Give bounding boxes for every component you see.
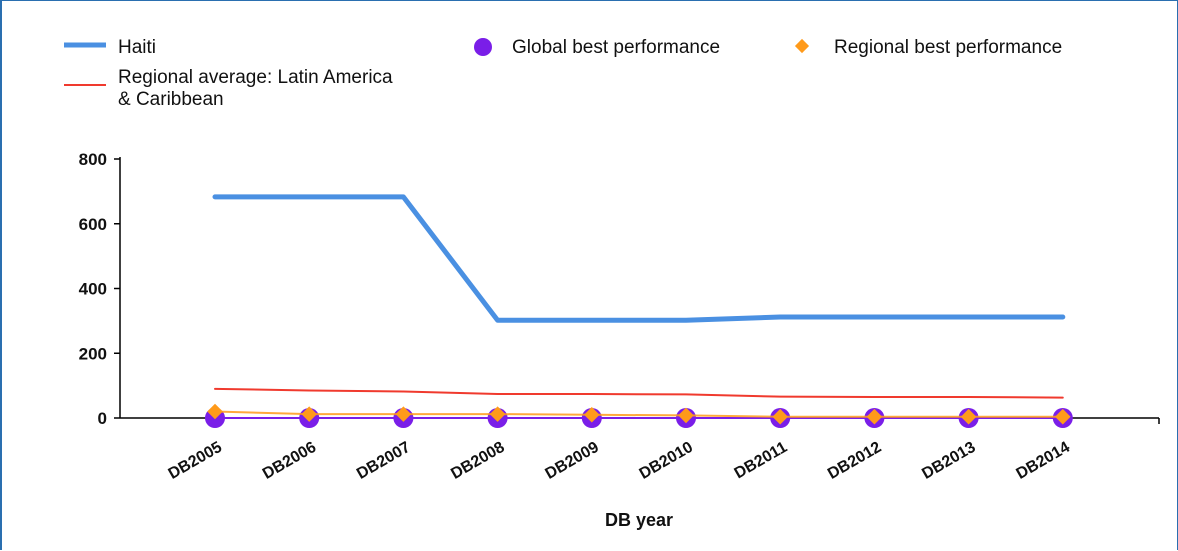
legend-label-regional-average-line2: & Caribbean [118,89,224,110]
regional-best-point [1055,408,1071,425]
x-axis-title: DB year [605,510,673,530]
x-tick-label: DB2014 [1013,439,1072,483]
plot-area [205,194,1073,428]
regional-best-point [207,403,223,420]
legend-label-regional-average-line1: Regional average: Latin America [118,67,393,88]
x-tick-label: DB2006 [260,439,319,483]
x-tick-label: DB2007 [354,439,413,483]
legend-label-global-best: Global best performance [512,37,720,58]
series-line-regional-average [214,387,1064,399]
legend-label-regional-best: Regional best performance [834,37,1062,58]
legend-label-haiti: Haiti [118,37,156,58]
x-tick-label: DB2005 [166,439,225,483]
legend-swatch-regional-best [794,38,810,54]
x-tick-label: DB2013 [919,439,978,483]
series-line-haiti [212,194,1066,323]
y-tick-label: 400 [79,280,107,299]
series-line-regional-best [214,410,1064,418]
x-tick-label: DB2010 [637,439,696,483]
x-tick-label: DB2011 [732,439,791,483]
legend: Haiti Regional average: Latin America & … [64,37,1062,110]
legend-swatch-global-best [474,38,492,56]
y-tick-label: 800 [79,150,107,169]
y-tick-label: 600 [79,215,107,234]
x-tick-label: DB2008 [448,439,507,483]
y-tick-label: 200 [79,344,107,363]
x-tick-label: DB2012 [825,439,884,483]
y-tick-label: 0 [98,409,107,428]
x-tick-label: DB2009 [542,439,601,483]
